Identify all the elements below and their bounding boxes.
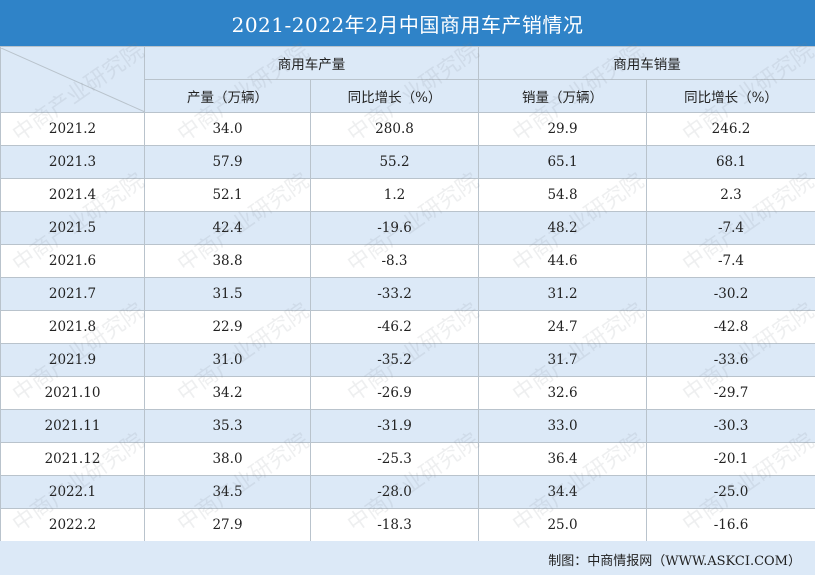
production-cell: 38.8 <box>144 244 311 278</box>
diagonal-divider <box>1 47 144 112</box>
production-yoy-cell: 1.2 <box>310 178 479 212</box>
sales-cell: 24.7 <box>478 310 647 344</box>
production-cell: 52.1 <box>144 178 311 212</box>
sales-yoy-cell: -30.3 <box>646 409 815 443</box>
sales-cell: 54.8 <box>478 178 647 212</box>
row-label-cell: 2021.8 <box>0 310 145 344</box>
row-label-cell: 2022.1 <box>0 475 145 509</box>
sales-cell: 44.6 <box>478 244 647 278</box>
production-yoy-cell: -25.3 <box>310 442 479 476</box>
table-row: 2021.2 34.0 280.8 29.9 246.2 <box>0 112 815 146</box>
chart-title: 2021-2022年2月中国商用车产销情况 <box>0 0 815 46</box>
header-production-yoy: 同比增长（%） <box>310 79 479 113</box>
table-row: 2021.10 34.2 -26.9 32.6 -29.7 <box>0 376 815 410</box>
production-yoy-cell: -33.2 <box>310 277 479 311</box>
production-cell: 34.2 <box>144 376 311 410</box>
row-label-cell: 2021.3 <box>0 145 145 179</box>
header-group-sales: 商用车销量 <box>478 46 815 80</box>
production-yoy-cell: -26.9 <box>310 376 479 410</box>
sales-cell: 33.0 <box>478 409 647 443</box>
sales-yoy-cell: -7.4 <box>646 211 815 245</box>
table-row: 2021.11 35.3 -31.9 33.0 -30.3 <box>0 409 815 443</box>
sales-yoy-cell: -42.8 <box>646 310 815 344</box>
data-table: 商用车产量 商用车销量 产量（万辆） 同比增长（%） 销量（万辆） 同比增长（%… <box>0 46 815 542</box>
production-cell: 34.5 <box>144 475 311 509</box>
production-yoy-cell: -31.9 <box>310 409 479 443</box>
sales-yoy-cell: -33.6 <box>646 343 815 377</box>
table-row: 2021.12 38.0 -25.3 36.4 -20.1 <box>0 442 815 476</box>
table-row: 2021.7 31.5 -33.2 31.2 -30.2 <box>0 277 815 311</box>
production-cell: 31.0 <box>144 343 311 377</box>
table-row: 2021.8 22.9 -46.2 24.7 -42.8 <box>0 310 815 344</box>
footer: 制图：中商情报网（WWW.ASKCI.COM） <box>0 541 815 575</box>
production-yoy-cell: 280.8 <box>310 112 479 146</box>
row-label-cell: 2021.10 <box>0 376 145 410</box>
source-note: 制图：中商情报网（WWW.ASKCI.COM） <box>548 554 801 569</box>
production-cell: 27.9 <box>144 508 311 542</box>
production-yoy-cell: -35.2 <box>310 343 479 377</box>
production-yoy-cell: -46.2 <box>310 310 479 344</box>
sales-yoy-cell: -25.0 <box>646 475 815 509</box>
sales-cell: 31.2 <box>478 277 647 311</box>
row-label-cell: 2021.5 <box>0 211 145 245</box>
sales-yoy-cell: -20.1 <box>646 442 815 476</box>
production-yoy-cell: -18.3 <box>310 508 479 542</box>
header-production: 产量（万辆） <box>144 79 311 113</box>
row-label-cell: 2021.4 <box>0 178 145 212</box>
production-cell: 31.5 <box>144 277 311 311</box>
row-label-cell: 2021.9 <box>0 343 145 377</box>
row-label-cell: 2021.11 <box>0 409 145 443</box>
production-cell: 42.4 <box>144 211 311 245</box>
production-cell: 22.9 <box>144 310 311 344</box>
row-label-cell: 2021.6 <box>0 244 145 278</box>
table-body: 2021.2 34.0 280.8 29.9 246.2 2021.3 57.9 55.2 65… <box>0 112 815 542</box>
production-yoy-cell: 55.2 <box>310 145 479 179</box>
table-row: 2022.1 34.5 -28.0 34.4 -25.0 <box>0 475 815 509</box>
sales-yoy-cell: -7.4 <box>646 244 815 278</box>
sales-cell: 29.9 <box>478 112 647 146</box>
sales-yoy-cell: 246.2 <box>646 112 815 146</box>
sales-cell: 34.4 <box>478 475 647 509</box>
sales-yoy-cell: 2.3 <box>646 178 815 212</box>
sales-yoy-cell: -30.2 <box>646 277 815 311</box>
production-cell: 57.9 <box>144 145 311 179</box>
table-row: 2021.3 57.9 55.2 65.1 68.1 <box>0 145 815 179</box>
production-yoy-cell: -8.3 <box>310 244 479 278</box>
header-sales: 销量（万辆） <box>478 79 647 113</box>
table-row: 2021.5 42.4 -19.6 48.2 -7.4 <box>0 211 815 245</box>
sales-cell: 65.1 <box>478 145 647 179</box>
row-label-cell: 2021.2 <box>0 112 145 146</box>
table-row: 2022.2 27.9 -18.3 25.0 -16.6 <box>0 508 815 542</box>
sales-cell: 32.6 <box>478 376 647 410</box>
sales-cell: 36.4 <box>478 442 647 476</box>
row-label-cell: 2022.2 <box>0 508 145 542</box>
production-yoy-cell: -19.6 <box>310 211 479 245</box>
table-row: 2021.4 52.1 1.2 54.8 2.3 <box>0 178 815 212</box>
row-label-cell: 2021.12 <box>0 442 145 476</box>
sales-cell: 48.2 <box>478 211 647 245</box>
production-cell: 38.0 <box>144 442 311 476</box>
production-cell: 35.3 <box>144 409 311 443</box>
sales-yoy-cell: 68.1 <box>646 145 815 179</box>
production-yoy-cell: -28.0 <box>310 475 479 509</box>
table-row: 2021.9 31.0 -35.2 31.7 -33.6 <box>0 343 815 377</box>
header-sales-yoy: 同比增长（%） <box>646 79 815 113</box>
header-corner <box>0 46 145 113</box>
sales-yoy-cell: -29.7 <box>646 376 815 410</box>
sales-cell: 25.0 <box>478 508 647 542</box>
sales-yoy-cell: -16.6 <box>646 508 815 542</box>
table-row: 2021.6 38.8 -8.3 44.6 -7.4 <box>0 244 815 278</box>
production-cell: 34.0 <box>144 112 311 146</box>
sales-cell: 31.7 <box>478 343 647 377</box>
row-label-cell: 2021.7 <box>0 277 145 311</box>
header-group-production: 商用车产量 <box>144 46 479 80</box>
